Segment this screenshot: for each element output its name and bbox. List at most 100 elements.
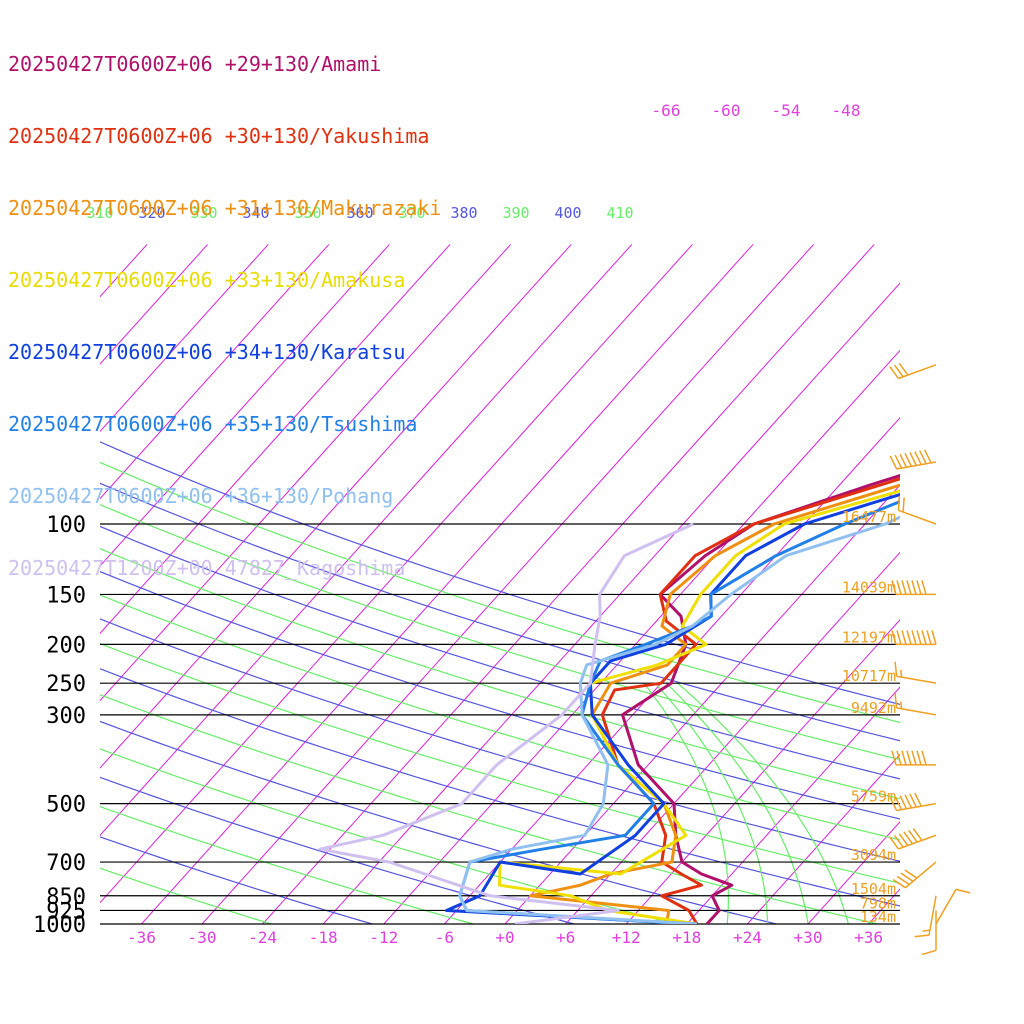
wind-barb-flag	[894, 661, 898, 677]
dry-adiabat-line	[100, 525, 900, 780]
wind-barb	[914, 895, 937, 938]
wind-barb	[935, 888, 971, 925]
temperature-tick-label: +6	[556, 928, 575, 947]
wind-barb-flag	[901, 580, 907, 595]
wind-barb-flag	[891, 630, 897, 645]
wind-barb-flag	[891, 580, 897, 595]
height-label: 9492m	[851, 699, 896, 717]
wind-barb-flag	[893, 835, 904, 848]
wind-barb-flag	[908, 829, 918, 843]
wind-barb-flag	[916, 630, 922, 645]
legend-entry: 20250427T0600Z+06 +36+130/Pohang	[8, 484, 394, 508]
wind-barb-flag	[909, 452, 917, 466]
upper-isotherm-label: -66	[652, 101, 681, 120]
dry-adiabat-line	[100, 618, 900, 862]
wind-barb-flag	[912, 828, 923, 841]
wind-barb-staff	[898, 364, 937, 380]
sounding-line	[458, 515, 900, 924]
wind-barb-flag	[897, 495, 901, 511]
wind-barb-flag	[911, 580, 917, 595]
wind-barb	[891, 580, 936, 596]
wind-barb-flag	[906, 750, 912, 766]
legend-entry: 20250427T0600Z+06 +29+130/Amami	[8, 52, 382, 76]
pressure-tick-label: 850	[46, 885, 86, 910]
temperature-tick-label: -30	[188, 928, 217, 947]
isotherm-line	[201, 244, 815, 924]
temperature-tick-label: +30	[794, 928, 823, 947]
dry-adiabat-line	[100, 836, 373, 924]
wind-barb-staff	[928, 895, 937, 936]
pressure-tick-label: 500	[46, 793, 86, 818]
temperature-tick-label: -6	[435, 928, 454, 947]
wind-barb-flag	[914, 934, 930, 938]
wind-barb	[894, 693, 937, 716]
wind-barbs	[889, 362, 971, 956]
theta-label: 330	[190, 204, 217, 222]
height-label: 3094m	[851, 846, 896, 864]
wind-barb-staff	[896, 707, 937, 716]
isotherm-line	[100, 244, 451, 635]
theta-label: 400	[554, 204, 581, 222]
wind-barb-flag	[896, 580, 902, 595]
upper-isotherm-label: -60	[712, 101, 741, 120]
height-label: 1504m	[851, 880, 896, 898]
temperature-tick-label: -12	[369, 928, 398, 947]
isotherm-line	[262, 244, 875, 924]
pressure-tick-label: 150	[46, 583, 86, 608]
wind-barb-flag	[891, 750, 897, 766]
wind-barb	[892, 861, 937, 889]
temperature-tick-label: +18	[672, 928, 701, 947]
wind-barb	[921, 910, 937, 956]
isotherm-line	[141, 244, 754, 924]
wind-barb-flag	[901, 750, 907, 766]
moist-adiabat-line	[643, 682, 729, 924]
theta-label: 350	[294, 204, 321, 222]
wind-barb-flag	[898, 833, 909, 846]
wind-barb-staff	[896, 675, 937, 684]
moist-adiabat-line	[654, 682, 769, 924]
wind-barb-flag	[893, 364, 904, 378]
background-grid	[100, 244, 1024, 924]
wind-barb-flag	[955, 888, 971, 894]
moist-adiabat-line	[677, 682, 849, 924]
wind-barb	[894, 661, 937, 684]
isotherm-line	[383, 349, 900, 924]
isotherm-line	[868, 888, 900, 924]
sounding-line	[318, 522, 694, 924]
wind-barb-flag	[903, 831, 914, 845]
wind-barb	[889, 449, 937, 470]
isotherm-line	[100, 244, 633, 837]
isotherm-line	[990, 244, 1024, 924]
sounding-profiles	[318, 473, 900, 924]
legend-entry: 20250427T0600Z+06 +35+130/Tsushima	[8, 412, 418, 436]
theta-label: 390	[502, 204, 529, 222]
legend-entry: 20250427T0600Z+06 +30+130/Yakushima	[8, 124, 430, 148]
wind-barb-flag	[902, 497, 905, 513]
wind-barb-flag	[904, 794, 913, 809]
isotherm-line	[444, 417, 900, 924]
wind-barb-staff	[898, 509, 937, 525]
isotherm-line	[322, 282, 900, 924]
legend-entry: 20250427T0600Z+06 +34+130/Karatsu	[8, 340, 406, 364]
height-label: 14039m	[842, 578, 896, 596]
wind-barb-flag	[919, 450, 927, 465]
upper-isotherm-label: -54	[772, 101, 801, 120]
sounding-line	[528, 483, 900, 924]
wind-barb-flag	[926, 630, 932, 645]
wind-barb-flag	[889, 455, 898, 470]
wind-barb-flag	[894, 693, 898, 708]
wind-barb-flag	[889, 797, 898, 811]
moist-adiabat-line	[665, 682, 809, 924]
theta-label: 340	[242, 204, 269, 222]
theta-label: 320	[138, 204, 165, 222]
dry-adiabat-line	[100, 805, 474, 924]
wind-barb-flag	[904, 869, 918, 879]
pressure-tick-label: 200	[46, 633, 86, 658]
isobar-lines	[100, 523, 900, 925]
theta-label: 410	[606, 204, 633, 222]
upper-isotherm-label: -48	[832, 101, 861, 120]
dry-adiabat-line	[100, 461, 900, 723]
wind-barb	[891, 630, 937, 646]
wind-barb-flag	[889, 366, 900, 379]
temperature-tick-label: -24	[248, 928, 277, 947]
